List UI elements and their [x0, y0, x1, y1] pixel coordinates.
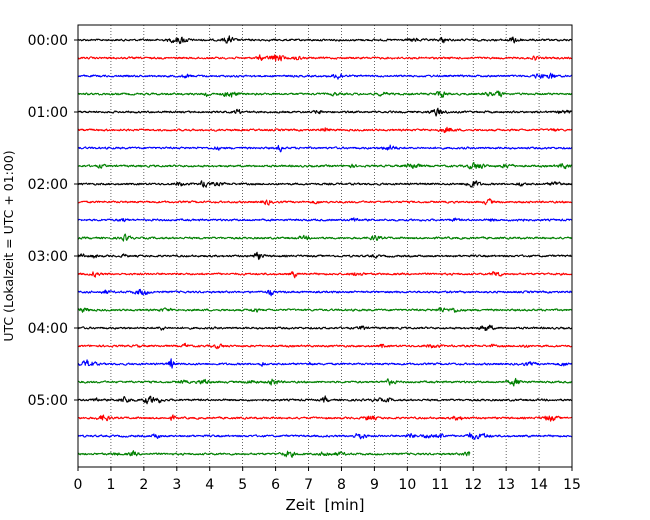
x-tick-label: 8: [337, 477, 346, 493]
x-tick-label: 2: [139, 477, 148, 493]
trace-0200: [77, 180, 573, 188]
trace-group: [77, 35, 573, 458]
y-axis: 00:00 01:00 02:00 03:00 04:00 05:00: [28, 33, 78, 409]
x-tick-label: 3: [172, 477, 181, 493]
trace-0300: [77, 251, 573, 261]
trace-0415: [77, 342, 573, 350]
x-tick-label: 5: [238, 477, 247, 493]
trace-0430: [77, 358, 573, 369]
x-tick-label: 0: [74, 477, 83, 493]
y-axis-label: UTC (Lokalzeit = UTC + 01:00): [1, 150, 16, 341]
trace-0115: [77, 126, 573, 134]
trace-0000: [77, 35, 573, 45]
trace-0315: [77, 271, 573, 279]
trace-0030: [77, 72, 573, 80]
trace-0145: [77, 161, 573, 170]
y-tick-label: 03:00: [28, 249, 68, 265]
trace-0045: [77, 90, 573, 98]
plot-frame: [77, 24, 573, 468]
x-tick-label: 15: [563, 477, 581, 493]
y-tick-label: 05:00: [28, 393, 68, 409]
x-tick-label: 10: [398, 477, 416, 493]
x-tick-label: 9: [370, 477, 379, 493]
trace-0400: [77, 324, 573, 332]
y-tick-label: 02:00: [28, 177, 68, 193]
trace-0445: [77, 377, 573, 387]
trace-0015: [77, 54, 573, 62]
y-tick-label: 01:00: [28, 105, 68, 121]
y-tick-label: 04:00: [28, 321, 68, 337]
trace-0130: [77, 144, 573, 153]
x-tick-label: 11: [431, 477, 449, 493]
x-tick-label: 12: [464, 477, 482, 493]
trace-0215: [77, 198, 573, 206]
x-tick-label: 4: [205, 477, 214, 493]
trace-0345: [77, 307, 573, 313]
x-tick-label: 1: [106, 477, 115, 493]
x-axis: 0 1 2 3 4 5 6 7 8 9 10 11 12 13 14 15: [74, 467, 581, 493]
x-tick-label: 14: [530, 477, 548, 493]
trace-0530: [77, 432, 573, 440]
trace-0500: [77, 395, 573, 405]
trace-0515: [77, 414, 573, 422]
x-axis-label: Zeit [min]: [285, 496, 364, 514]
trace-0100: [77, 107, 573, 117]
trace-0230: [77, 217, 573, 223]
trace-0545: [77, 450, 471, 458]
x-tick-label: 6: [271, 477, 280, 493]
x-tick-label: 7: [304, 477, 313, 493]
x-tick-label: 13: [497, 477, 515, 493]
trace-0245: [77, 233, 573, 242]
trace-0330: [77, 288, 573, 297]
y-tick-label: 00:00: [28, 33, 68, 49]
